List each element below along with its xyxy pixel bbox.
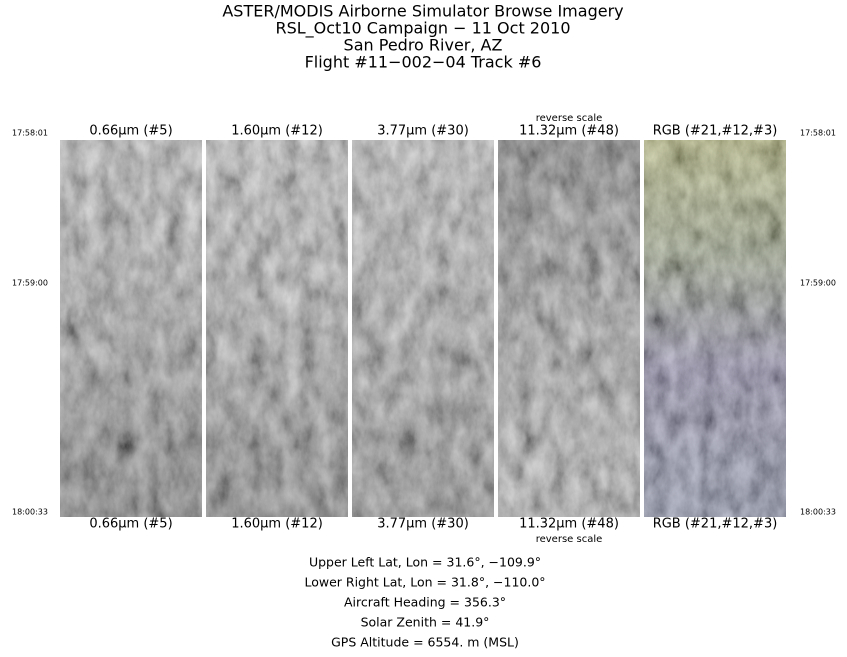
time-label-left: 18:00:33 (12, 508, 48, 517)
time-label-right: 17:58:01 (800, 129, 836, 138)
panel-label-top: 3.77µm (#30) (377, 124, 469, 139)
image-texture (352, 140, 494, 517)
time-label-right: 17:59:00 (800, 279, 836, 288)
time-label-right: 18:00:33 (800, 508, 836, 517)
image-texture (644, 140, 786, 517)
panels: 0.66µm (#5) 0.66µm (#5) 1.60µm (#12) 1.60µm… (60, 113, 786, 545)
info-line: Lower Right Lat, Lon = 31.8°, −110.0° (304, 575, 545, 590)
image-texture (206, 140, 348, 517)
title-line: ASTER/MODIS Airborne Simulator Browse Im… (222, 2, 623, 21)
panel-label-top: 0.66µm (#5) (89, 124, 172, 139)
panel-note-bottom: reverse scale (536, 534, 603, 545)
title-block: ASTER/MODIS Airborne Simulator Browse Im… (222, 2, 623, 72)
panel-note-top: reverse scale (536, 113, 603, 124)
panel-label-top: 11.32µm (#48) (519, 124, 619, 139)
panel-label-bottom: 0.66µm (#5) (89, 517, 172, 532)
info-line: Upper Left Lat, Lon = 31.6°, −109.9° (309, 555, 541, 570)
title-line: San Pedro River, AZ (344, 36, 503, 55)
panel-label-bottom: 11.32µm (#48) (519, 517, 619, 532)
title-line: RSL_Oct10 Campaign − 11 Oct 2010 (275, 19, 570, 39)
panel-label-top: 1.60µm (#12) (231, 124, 323, 139)
time-label-left: 17:58:01 (12, 129, 48, 138)
image-texture (60, 140, 202, 517)
panel-label-bottom: 3.77µm (#30) (377, 517, 469, 532)
info-block: Upper Left Lat, Lon = 31.6°, −109.9° Lowe… (304, 555, 545, 650)
info-line: Solar Zenith = 41.9° (361, 615, 490, 630)
panel-label-top: RGB (#21,#12,#3) (653, 124, 778, 139)
title-line: Flight #11−002−04 Track #6 (305, 53, 542, 72)
time-label-left: 17:59:00 (12, 279, 48, 288)
time-labels: 17:58:01 17:58:01 17:59:00 17:59:00 18:00:33… (12, 129, 836, 517)
panel-label-bottom: RGB (#21,#12,#3) (653, 517, 778, 532)
image-texture (498, 140, 640, 517)
info-line: Aircraft Heading = 356.3° (344, 595, 506, 610)
info-line: GPS Altitude = 6554. m (MSL) (331, 635, 519, 650)
panel-label-bottom: 1.60µm (#12) (231, 517, 323, 532)
